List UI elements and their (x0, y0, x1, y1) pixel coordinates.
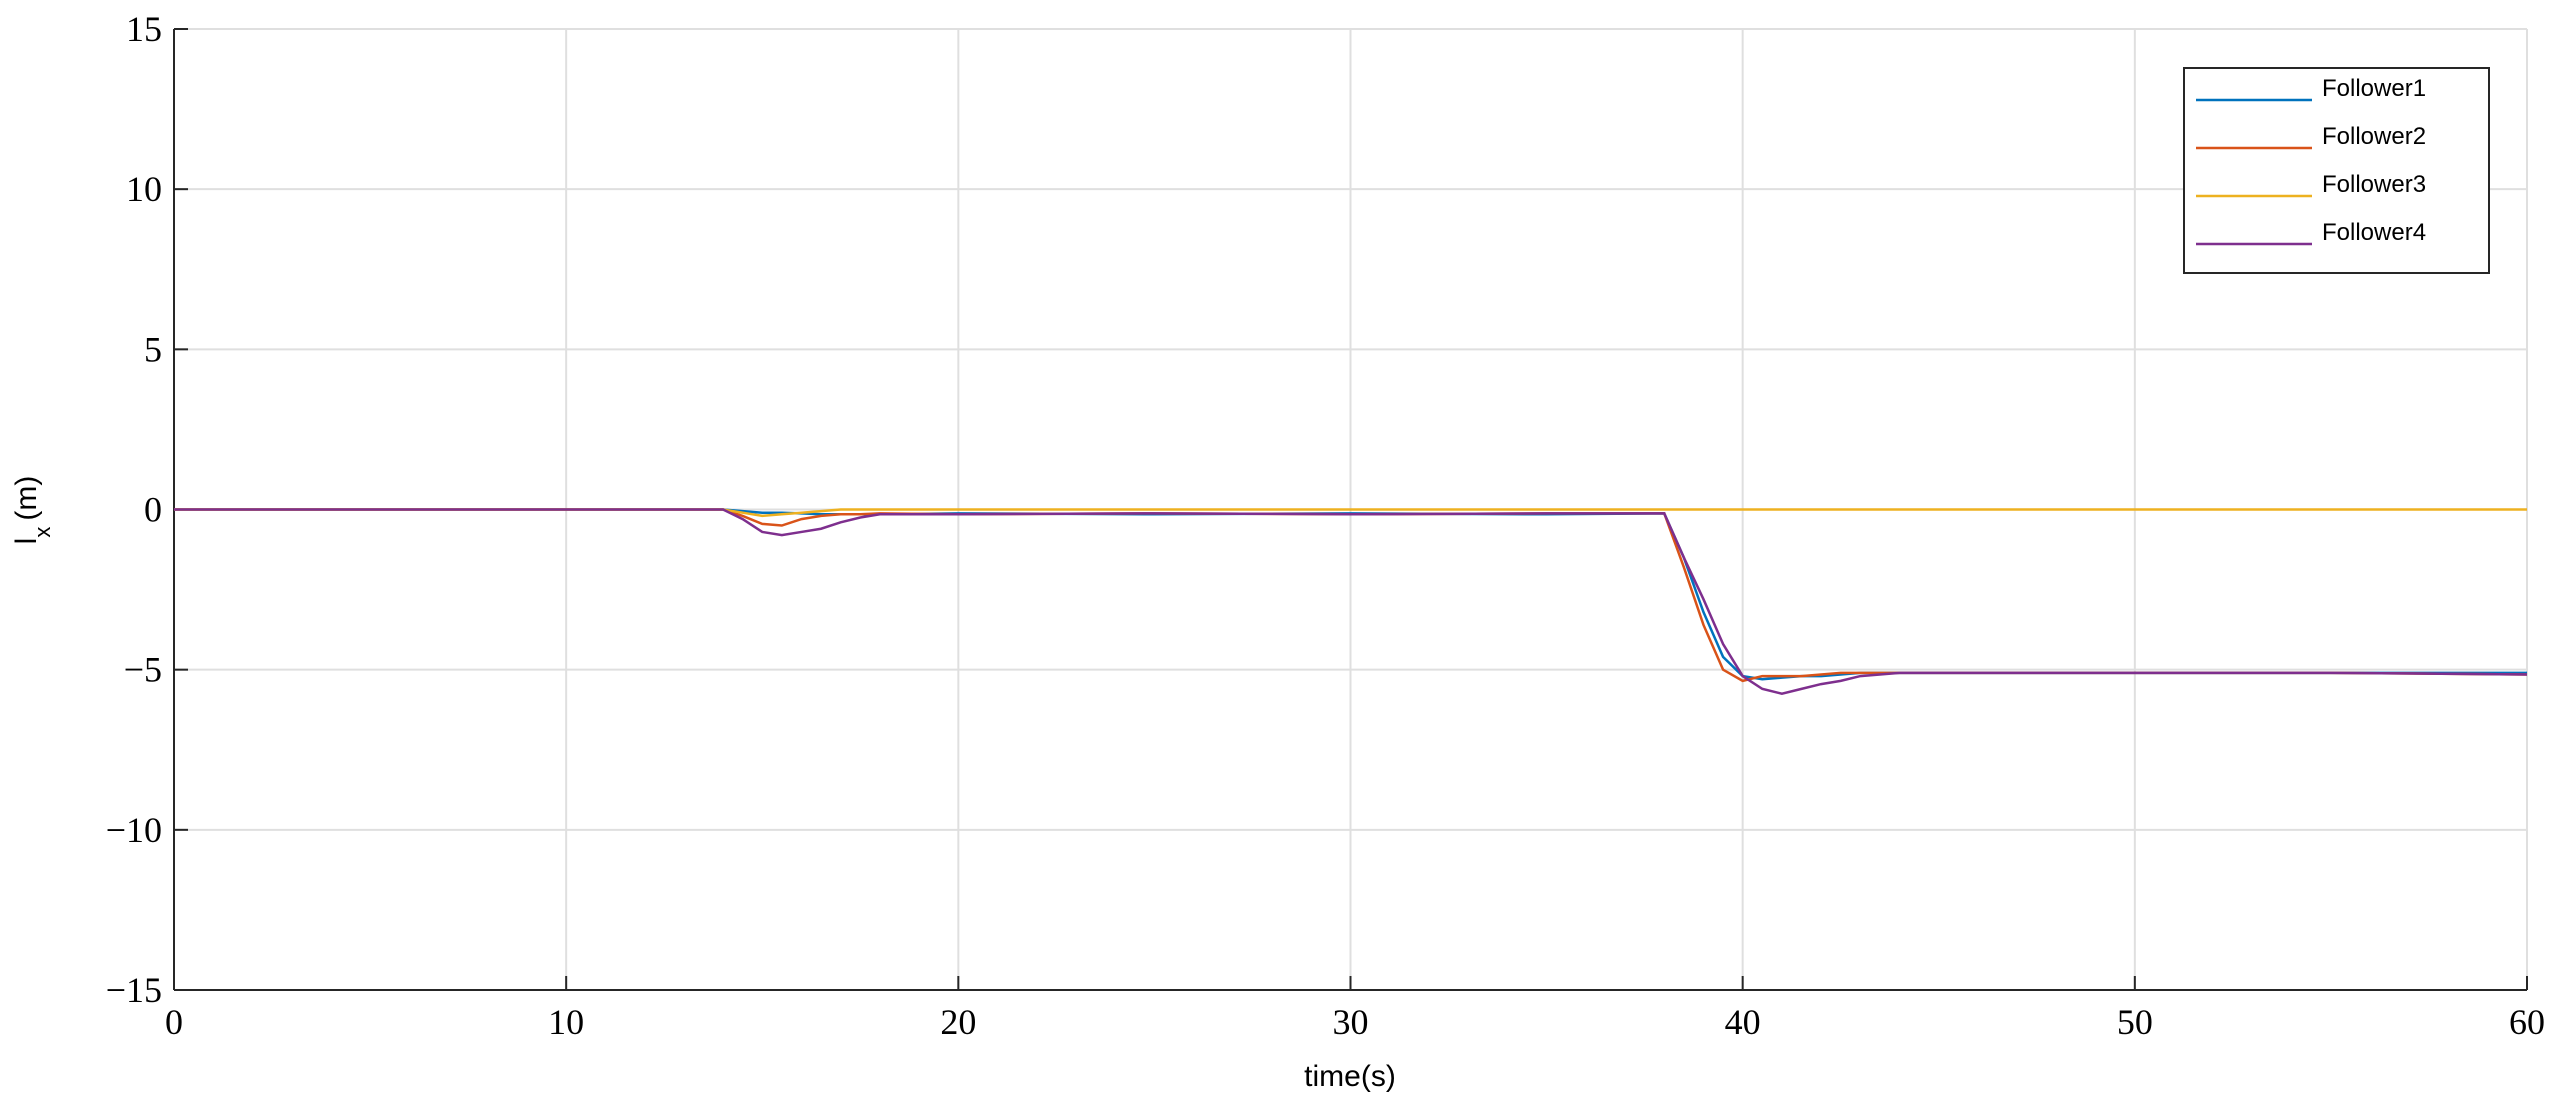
x-tick-label: 40 (1725, 1002, 1761, 1042)
series-line (174, 508, 2527, 518)
y-tick-label: −10 (106, 810, 162, 850)
legend-label: Follower3 (2322, 171, 2426, 198)
x-axis-label: time(s) (1304, 1060, 1396, 1093)
y-tick-label: 15 (126, 9, 162, 49)
y-tick-label: 10 (126, 169, 162, 209)
legend: Follower1 Follower2 Follower3 Follower4 (2183, 67, 2490, 274)
legend-label: Follower1 (2322, 75, 2426, 102)
y-label-sub: x (30, 527, 55, 538)
x-tick-label: 30 (1333, 1002, 1369, 1042)
x-tick-label: 50 (2117, 1002, 2153, 1042)
x-tick-label: 10 (548, 1002, 584, 1042)
series-line (174, 508, 2528, 695)
x-tick-label: 0 (165, 1002, 183, 1042)
y-tick-label: −5 (124, 650, 162, 690)
y-tick-label: 5 (144, 329, 162, 369)
legend-label: Follower2 (2322, 123, 2426, 150)
x-tick-label: 20 (940, 1002, 976, 1042)
y-tick-label: −15 (106, 970, 162, 1010)
y-axis-label: lx (m) (10, 476, 55, 545)
y-tick-label: 0 (144, 490, 162, 530)
legend-box (2183, 67, 2490, 274)
x-tick-label: 60 (2509, 1002, 2545, 1042)
y-label-unit: (m) (10, 476, 43, 521)
y-label-main: l (10, 538, 43, 545)
legend-label: Follower4 (2322, 219, 2426, 246)
